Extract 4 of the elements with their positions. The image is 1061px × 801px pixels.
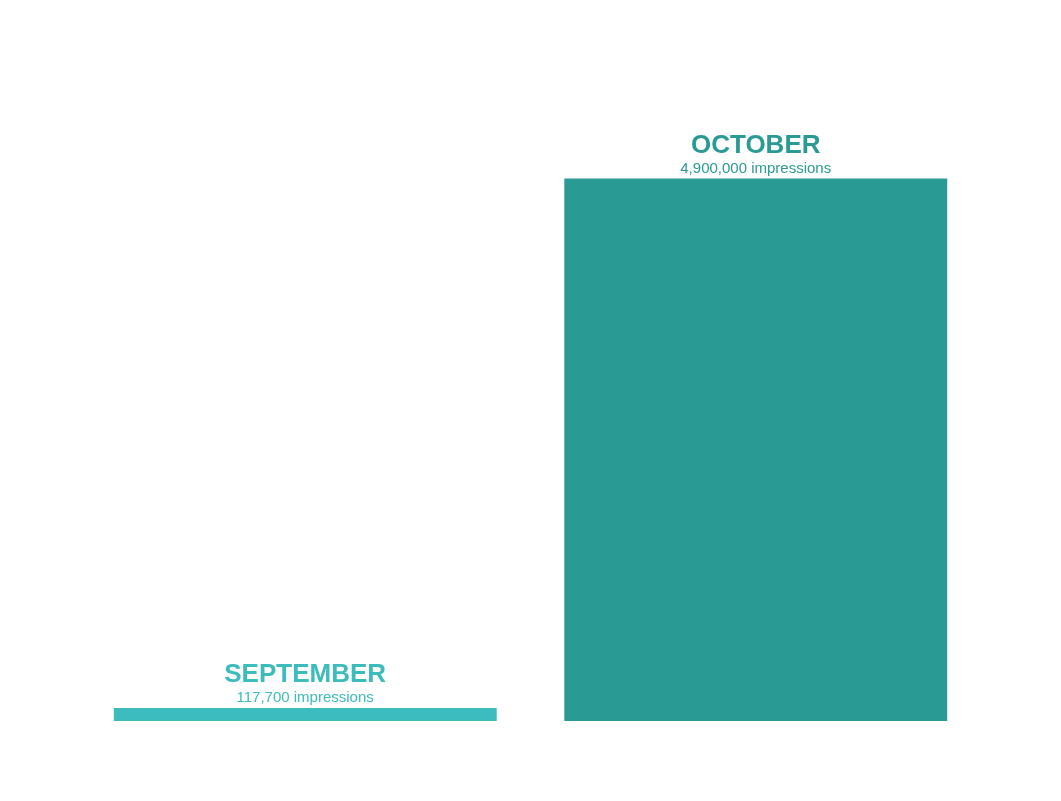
data-label: 117,700 impressions (236, 687, 374, 705)
x-tick-label: OCTOBER (690, 129, 821, 160)
data-label: 4,900,000 impressions (680, 158, 832, 176)
x-tick-label: SEPTEMBER (224, 658, 387, 689)
